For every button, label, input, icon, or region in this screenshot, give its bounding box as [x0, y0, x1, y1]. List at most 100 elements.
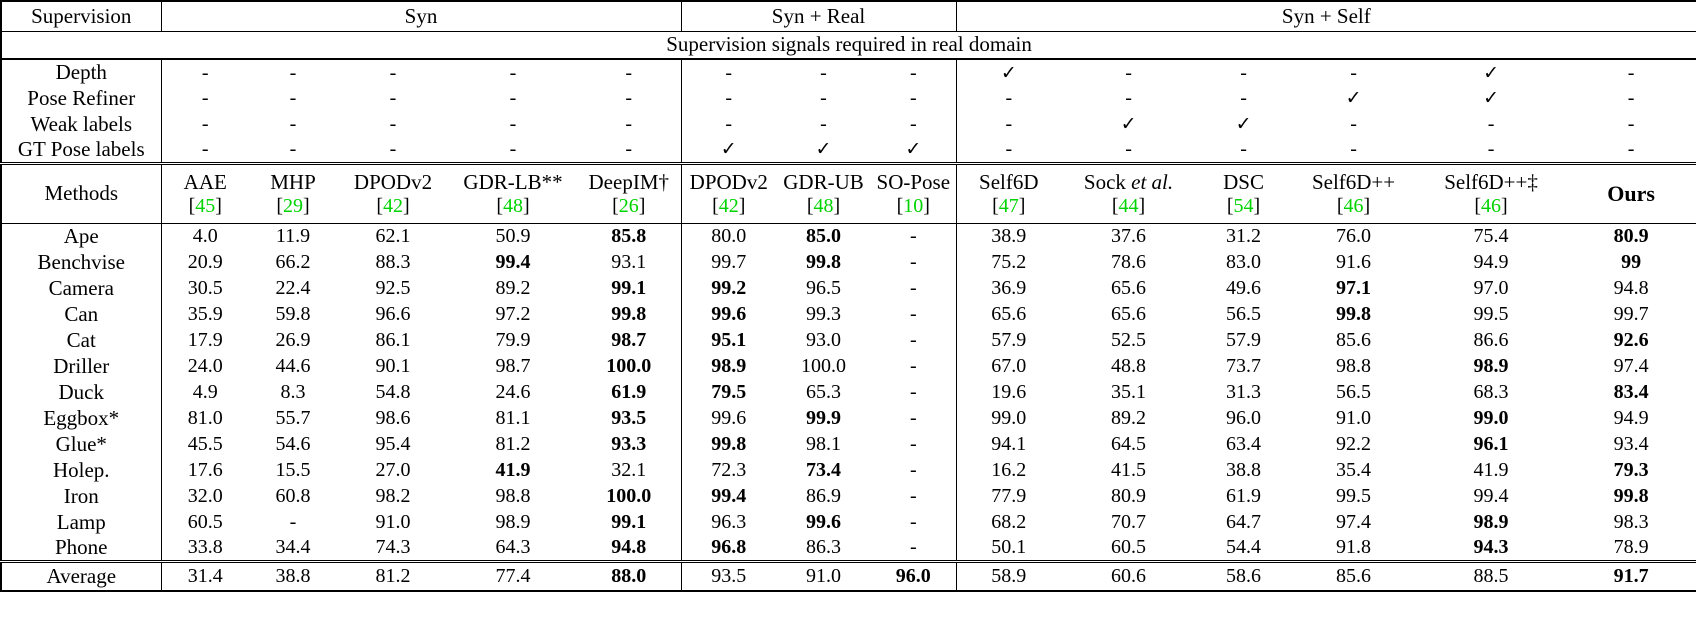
signal-cell: -: [1196, 59, 1291, 85]
signal-cell: -: [1566, 111, 1696, 137]
citation-ref[interactable]: [46]: [1336, 194, 1371, 217]
value-cell: 99.4: [1473, 485, 1509, 507]
citation-number: 42: [383, 194, 403, 217]
value-cell: 91.0: [375, 511, 411, 533]
value-cell: -: [871, 275, 957, 301]
value-cell: -: [871, 379, 957, 405]
value-cell: 44.6: [275, 355, 311, 377]
object-row-holep: Holep. 17.6 15.5 27.0 41.9 32.1 72.3 73.4 - 16.2 4…: [1, 457, 1696, 483]
citation-ref[interactable]: [29]: [276, 194, 310, 217]
value-cell: 93.5: [681, 559, 777, 591]
value-cell: 98.9: [711, 355, 747, 377]
dash-placeholder: -: [725, 87, 733, 109]
citation-number: 48: [813, 194, 834, 217]
value-cell: 100.0: [577, 353, 682, 379]
value-cell: 91.7: [1566, 559, 1696, 591]
value-cell: 96.1: [1473, 433, 1509, 455]
citation-ref[interactable]: [46]: [1474, 194, 1508, 217]
value-cell: 99.8: [1336, 303, 1372, 325]
value-cell: 85.8: [577, 223, 682, 249]
value-cell: 99.4: [711, 485, 747, 507]
value-cell: 65.6: [1111, 277, 1147, 299]
value-cell: 99.6: [711, 303, 747, 325]
citation-ref[interactable]: [26]: [612, 194, 646, 217]
signal-cell: ✓: [1416, 59, 1566, 85]
signal-cell: -: [1291, 59, 1416, 85]
citation-ref[interactable]: [48]: [806, 194, 841, 217]
signal-cell: -: [449, 59, 577, 85]
signal-cell: ✓: [1291, 85, 1416, 111]
citation-ref[interactable]: [42]: [376, 194, 410, 217]
dash-placeholder: -: [1350, 113, 1357, 135]
value-cell: 99.2: [711, 277, 747, 299]
value-cell: 92.6: [1613, 329, 1649, 351]
value-cell: 83.0: [1226, 251, 1262, 273]
value-cell: 99.0: [1473, 407, 1509, 429]
citation-ref[interactable]: [54]: [1226, 194, 1261, 217]
object-row-label: Iron: [1, 483, 162, 509]
value-cell: 48.8: [1111, 355, 1147, 377]
value-cell: 96.0: [1226, 407, 1262, 429]
value-cell: 74.3: [375, 536, 411, 559]
dash-placeholder: -: [625, 61, 633, 84]
citation-ref[interactable]: [42]: [712, 194, 746, 217]
value-cell: 77.4: [449, 559, 577, 591]
citation-number: 46: [1481, 194, 1502, 217]
value-cell: 61.9: [1226, 485, 1262, 507]
signal-cell: -: [1291, 111, 1416, 137]
value-cell: 60.5: [187, 511, 223, 533]
results-table: Supervision Syn Syn + Real Syn + Self Superv…: [0, 0, 1696, 592]
value-cell: 60.8: [275, 485, 311, 507]
dash-placeholder: -: [625, 113, 633, 135]
dash-placeholder: -: [1125, 87, 1132, 109]
dash-placeholder: -: [1627, 87, 1635, 109]
object-row-phone: Phone 33.8 34.4 74.3 64.3 94.8 96.8 86.3 - 50.1 60…: [1, 535, 1696, 561]
value-cell: 96.5: [806, 277, 842, 299]
checkmark-icon: ✓: [1483, 61, 1499, 84]
citation-ref[interactable]: [47]: [992, 194, 1026, 217]
dash-placeholder: -: [201, 138, 209, 161]
signal-cell: -: [681, 111, 776, 137]
value-cell: 79.3: [1613, 459, 1649, 481]
value-cell: 98.9: [1473, 511, 1509, 533]
value-cell: 16.2: [991, 459, 1027, 481]
signal-cell: -: [337, 111, 449, 137]
dash-placeholder: -: [509, 87, 517, 109]
value-cell: 41.9: [1473, 459, 1509, 481]
value-cell: 64.7: [1226, 511, 1262, 533]
value-cell: 93.4: [1613, 433, 1649, 455]
method-header-so-pose: SO-Pose [10]: [871, 161, 957, 224]
value-cell: 93.1: [577, 249, 682, 275]
method-name: Ours: [1607, 180, 1655, 206]
value-cell: 73.7: [1226, 355, 1262, 377]
signal-cell: -: [249, 111, 337, 137]
citation-ref[interactable]: [45]: [188, 194, 222, 217]
object-row-duck: Duck 4.9 8.3 54.8 24.6 61.9 79.5 65.3 - 19.6 35.1 3…: [1, 379, 1696, 405]
average-row-label: Average: [1, 559, 162, 591]
citation-ref[interactable]: [10]: [896, 194, 930, 217]
value-cell: 35.4: [1336, 459, 1372, 481]
citation-number: 46: [1343, 194, 1364, 217]
value-cell: 70.7: [1111, 511, 1147, 533]
dash-placeholder: -: [1350, 61, 1357, 84]
column-group-syn-self: Syn + Self: [956, 1, 1696, 32]
value-cell: 97.4: [1336, 511, 1372, 533]
dash-placeholder: -: [909, 113, 917, 135]
value-cell: 88.0: [577, 559, 682, 591]
method-name: Sock et al.: [1083, 169, 1174, 194]
signal-cell: ✓: [1416, 85, 1566, 111]
value-cell: 57.9: [991, 329, 1027, 351]
dash-placeholder: -: [389, 138, 397, 161]
value-cell: 98.9: [495, 511, 531, 533]
citation-ref[interactable]: [44]: [1111, 194, 1146, 217]
method-name: DeepIM†: [588, 169, 669, 194]
value-cell: 32.1: [577, 457, 682, 483]
dash-placeholder: -: [289, 87, 297, 109]
citation-number: 47: [998, 194, 1019, 217]
value-cell: 100.0: [577, 483, 682, 509]
value-cell: -: [871, 431, 957, 457]
value-cell: 99.7: [711, 251, 747, 273]
value-cell: 97.0: [1473, 277, 1509, 299]
citation-ref[interactable]: [48]: [496, 194, 530, 217]
object-row-glue: Glue* 45.5 54.6 95.4 81.2 93.3 99.8 98.1 - 94.1 64…: [1, 431, 1696, 457]
